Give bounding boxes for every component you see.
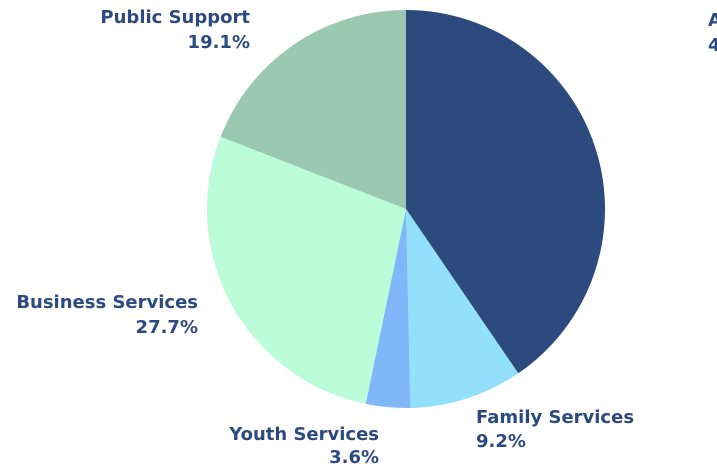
slice-label-public-support: Public Support [100,7,250,28]
pie-slice-public-support [220,9,406,210]
slice-value-business-services: 27.7% [136,317,198,338]
slice-value-adult-services: 40.5% [708,35,717,56]
pie-labels: Adult Services 40.5% Family Services 9.2% Yo… [16,7,717,466]
slice-label-business-services: Business Services [16,292,198,313]
pie-slices [206,9,605,408]
slice-label-youth-services: Youth Services [228,424,379,445]
pie-slice-youth-services [365,209,411,408]
pie-slice-family-services [406,209,519,408]
slice-label-family-services: Family Services [476,407,634,428]
slice-value-family-services: 9.2% [476,431,526,452]
slice-value-public-support: 19.1% [188,32,250,53]
slice-label-adult-services: Adult Services [708,10,717,31]
pie-slice-adult-services [406,10,605,374]
pie-slice-business-services [206,136,406,404]
slice-value-youth-services: 3.6% [329,447,379,466]
